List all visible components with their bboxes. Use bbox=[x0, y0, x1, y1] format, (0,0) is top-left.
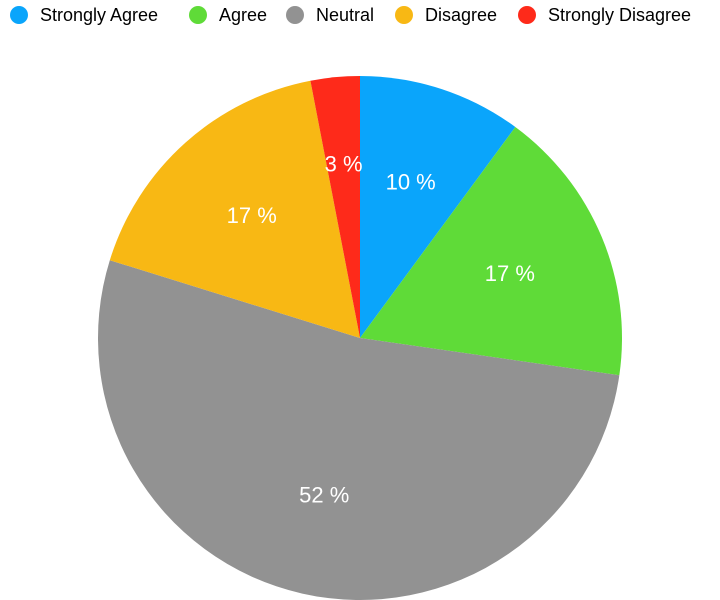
legend-label-neutral: Neutral bbox=[316, 5, 375, 25]
pie-slice-agree[interactable] bbox=[360, 127, 622, 376]
legend-item-agree[interactable]: Agree bbox=[189, 4, 267, 26]
legend-label-disagree: Disagree bbox=[425, 5, 498, 25]
legend-swatch-agree bbox=[189, 6, 207, 24]
legend-swatch-strongly-disagree bbox=[518, 6, 536, 24]
pie-slice-strongly-disagree[interactable] bbox=[310, 76, 360, 338]
pie-slice-disagree[interactable] bbox=[109, 80, 360, 338]
slice-label-agree: 17 % bbox=[485, 261, 535, 286]
legend-label-strongly-agree: Strongly Agree bbox=[40, 5, 159, 25]
legend-item-disagree[interactable]: Disagree bbox=[395, 4, 497, 26]
slice-label-disagree: 17 % bbox=[227, 203, 277, 228]
legend-label-agree: Agree bbox=[219, 5, 268, 25]
slice-label-neutral: 52 % bbox=[299, 482, 349, 507]
legend-item-strongly-disagree[interactable]: Strongly Disagree bbox=[518, 4, 691, 26]
legend-item-neutral[interactable]: Neutral bbox=[286, 4, 374, 26]
chart-legend: Strongly Agree Agree Neutral Disagree St… bbox=[0, 0, 720, 30]
pie-slice-neutral[interactable] bbox=[98, 260, 620, 600]
legend-swatch-disagree bbox=[395, 6, 413, 24]
legend-item-strongly-agree[interactable]: Strongly Agree bbox=[10, 4, 158, 26]
legend-swatch-strongly-agree bbox=[10, 6, 28, 24]
legend-label-strongly-disagree: Strongly Disagree bbox=[548, 5, 692, 25]
legend-swatch-neutral bbox=[286, 6, 304, 24]
slice-label-strongly-agree: 10 % bbox=[386, 169, 436, 194]
pie-slice-strongly-agree[interactable] bbox=[360, 76, 516, 338]
slice-label-strongly-disagree: 3 % bbox=[325, 152, 363, 177]
